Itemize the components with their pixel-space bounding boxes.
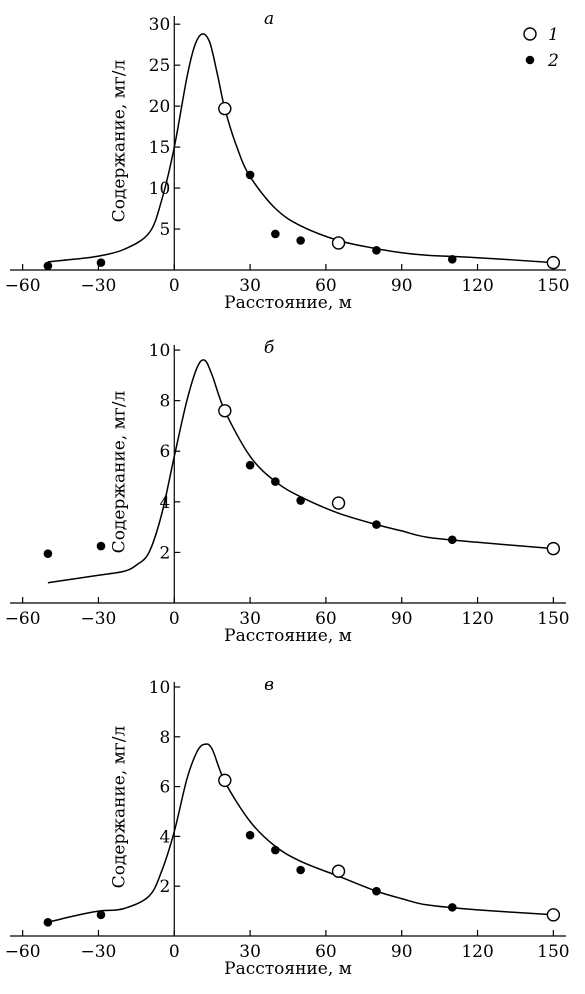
y-tick-label: 10 (149, 341, 171, 361)
legend-marker-open (523, 27, 537, 41)
x-tick-label: −30 (81, 276, 117, 296)
fit-curve (47, 743, 554, 924)
data-point-series-2 (43, 918, 53, 927)
fit-curve (47, 359, 554, 584)
y-axis-label: Содержание, мг/л (109, 59, 129, 222)
x-tick-label: −60 (5, 942, 41, 962)
y-axis-label: Содержание, мг/л (109, 725, 129, 888)
legend-label: 1 (548, 25, 559, 45)
x-tick-label: −30 (81, 609, 117, 629)
data-point-series-2 (271, 229, 280, 239)
x-tick-label: 120 (461, 609, 493, 629)
data-point-series-2 (372, 246, 381, 255)
y-tick-label: 6 (159, 778, 170, 798)
panel-label: б (264, 338, 275, 358)
x-tick-label: 0 (169, 609, 180, 629)
data-point-series-1 (218, 101, 232, 116)
y-tick-label: 6 (159, 442, 170, 462)
x-tick-label: 90 (391, 276, 413, 296)
x-tick-label: 30 (239, 276, 261, 296)
x-tick-label: 150 (537, 276, 569, 296)
x-tick-label: 90 (391, 609, 413, 629)
x-tick-label: 30 (239, 609, 261, 629)
x-axis-label: Расстояние, м (224, 293, 352, 313)
x-tick-label: 30 (239, 942, 261, 962)
x-tick-label: −60 (5, 276, 41, 296)
legend-label: 2 (547, 51, 559, 71)
x-tick-label: −30 (81, 942, 117, 962)
data-point-series-1 (546, 541, 561, 556)
y-tick-label: 4 (159, 827, 170, 847)
data-point-series-1 (331, 864, 346, 878)
data-point-series-2 (447, 903, 457, 912)
data-point-series-2 (245, 830, 255, 840)
data-point-series-2 (271, 477, 280, 486)
legend-marker-filled (525, 55, 535, 65)
data-point-series-2 (96, 541, 106, 551)
data-point-series-2 (96, 258, 106, 267)
x-tick-label: 120 (461, 276, 493, 296)
data-point-series-2 (447, 255, 457, 264)
data-point-series-2 (271, 845, 280, 855)
x-axis-label: Расстояние, м (224, 959, 352, 979)
y-tick-label: 15 (149, 138, 171, 158)
data-point-series-2 (245, 170, 255, 180)
y-tick-label: 8 (159, 392, 170, 412)
data-point-series-2 (43, 549, 53, 558)
data-point-series-1 (218, 404, 232, 418)
data-point-series-1 (218, 773, 232, 788)
data-point-series-2 (296, 236, 305, 245)
x-tick-label: 60 (315, 942, 337, 962)
data-point-series-2 (96, 910, 106, 920)
y-tick-label: 20 (149, 97, 171, 117)
panel-label: в (264, 675, 274, 695)
x-tick-label: 120 (461, 942, 493, 962)
y-tick-label: 30 (149, 15, 171, 35)
data-point-series-1 (331, 236, 346, 250)
data-point-series-2 (43, 261, 53, 271)
data-point-series-1 (546, 908, 561, 922)
data-point-series-2 (296, 865, 305, 875)
y-axis-label: Содержание, мг/л (109, 390, 129, 553)
y-tick-label: 8 (159, 728, 170, 748)
chart-panel-1: −60 −30 0 30 60 90 120 150 5 10 15 20 25 30 Содержание… (5, 9, 570, 313)
data-point-series-2 (447, 535, 457, 545)
data-point-series-2 (296, 496, 305, 505)
x-tick-label: 150 (537, 942, 569, 962)
x-tick-label: −60 (5, 609, 41, 629)
y-tick-label: 10 (149, 678, 171, 698)
y-tick-label: 2 (159, 877, 170, 897)
y-tick-label: 10 (149, 179, 171, 199)
x-axis-label: Расстояние, м (224, 626, 352, 646)
x-tick-label: 90 (391, 942, 413, 962)
x-tick-label: 150 (537, 609, 569, 629)
data-point-series-2 (372, 520, 381, 529)
data-point-series-1 (546, 255, 561, 270)
y-tick-label: 25 (149, 56, 171, 76)
chart-panel-3: −60 −30 0 30 60 90 120 150 2 4 6 8 10 Содержание, мг/… (5, 675, 570, 979)
y-tick-label: 5 (159, 220, 170, 240)
data-point-series-2 (372, 886, 381, 896)
x-tick-label: 60 (315, 609, 337, 629)
fit-curve (47, 33, 554, 264)
x-tick-label: 0 (169, 276, 180, 296)
data-point-series-2 (245, 460, 255, 470)
data-point-series-1 (331, 496, 346, 510)
x-tick-label: 60 (315, 276, 337, 296)
x-tick-label: 0 (169, 942, 180, 962)
panel-label: а (264, 9, 274, 29)
y-tick-label: 2 (159, 543, 170, 563)
